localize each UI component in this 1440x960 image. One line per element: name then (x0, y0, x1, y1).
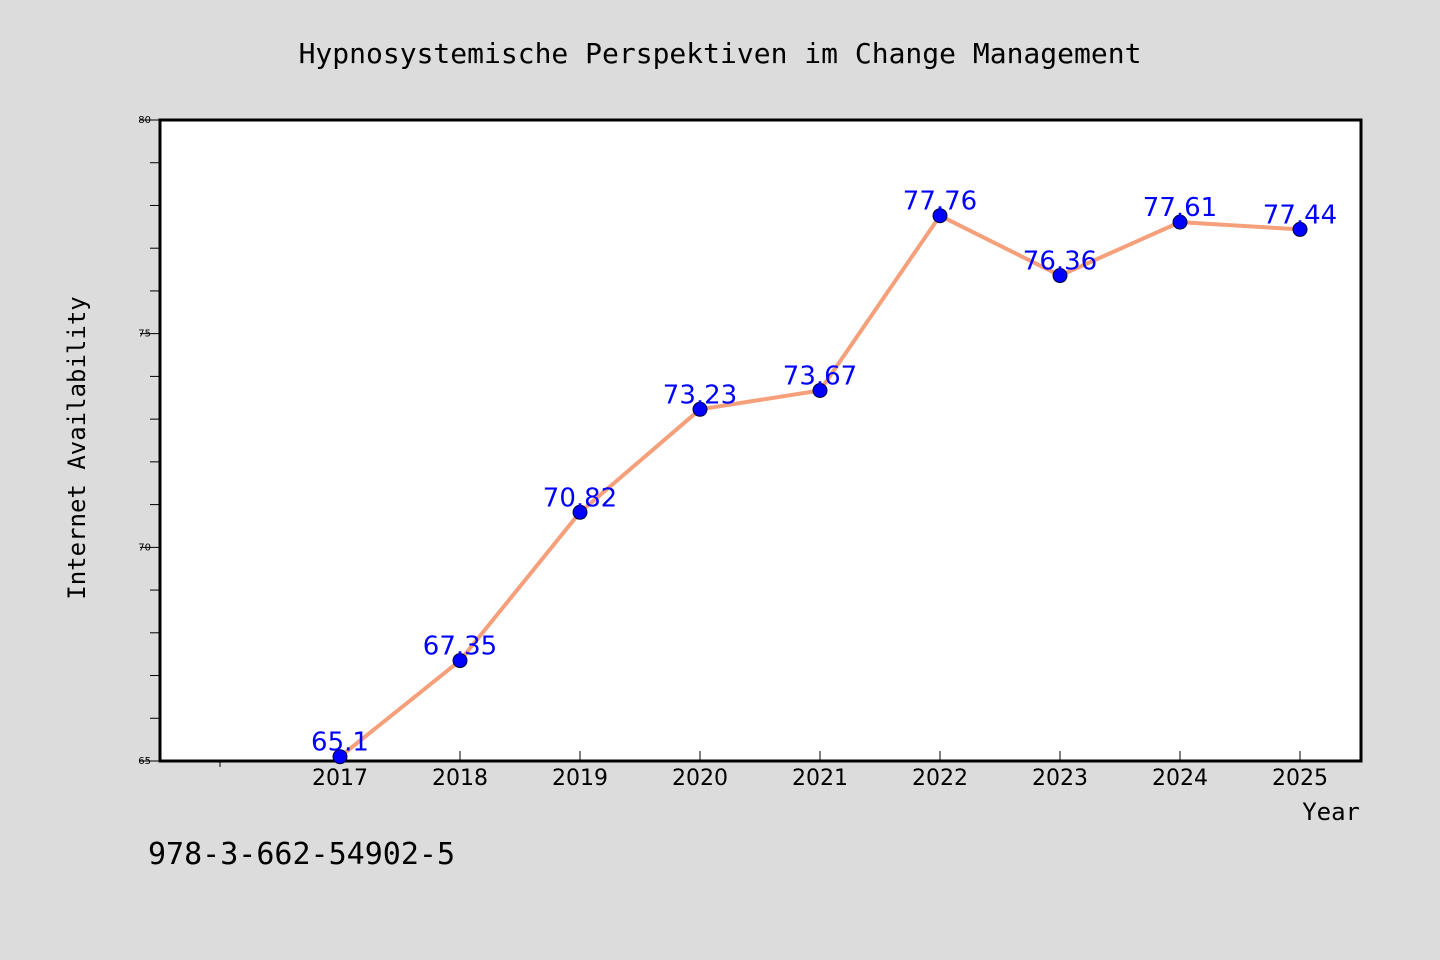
x-axis-label: Year (1302, 798, 1360, 826)
y-axis: 65 70 75 80 (138, 115, 160, 767)
data-point (1292, 221, 1308, 237)
x-tick-label: 2021 (792, 766, 848, 791)
data-point (1172, 214, 1188, 230)
x-tick-label: 2023 (1032, 766, 1088, 791)
x-tick-label: 2020 (672, 766, 728, 791)
data-label: 77.61 (1143, 193, 1217, 223)
isbn-text: 978-3-662-54902-5 (148, 837, 455, 872)
data-point (692, 401, 708, 417)
y-tick-label: 65 (138, 756, 151, 767)
data-point (452, 653, 468, 669)
data-label: 73.23 (663, 380, 737, 410)
y-tick-label: 80 (138, 115, 151, 126)
chart-title: Hypnosystemische Perspektiven im Change … (299, 37, 1142, 70)
data-point (332, 749, 348, 765)
data-point (572, 504, 588, 520)
data-label: 73.67 (783, 362, 857, 392)
data-point (1052, 268, 1068, 284)
data-label: 70.82 (543, 483, 617, 513)
data-label: 77.44 (1263, 200, 1337, 230)
x-tick-label: 2019 (552, 766, 608, 791)
data-label: 77.76 (903, 187, 977, 217)
data-point (812, 383, 828, 399)
x-tick-label: 2017 (312, 766, 368, 791)
data-label: 67.35 (423, 632, 497, 662)
x-tick-label: 2025 (1272, 766, 1328, 791)
y-axis-label: Internet Availability (63, 296, 91, 599)
x-tick-label: 2018 (432, 766, 488, 791)
series-group: 65.1 67.35 70.82 73.23 73.67 77.76 76.36 77.61 7… (311, 187, 1337, 765)
data-label: 76.36 (1023, 247, 1097, 277)
data-label: 65.1 (311, 728, 369, 758)
x-tick-label: 2022 (912, 766, 968, 791)
y-tick-label: 75 (138, 329, 151, 340)
data-point (932, 208, 948, 224)
plot-area (158, 118, 1363, 763)
x-tick-label: 2024 (1152, 766, 1208, 791)
y-tick-label: 70 (138, 542, 151, 553)
x-axis: 2017 2018 2019 2020 2021 2022 2023 2024 2025 (219, 751, 1328, 791)
